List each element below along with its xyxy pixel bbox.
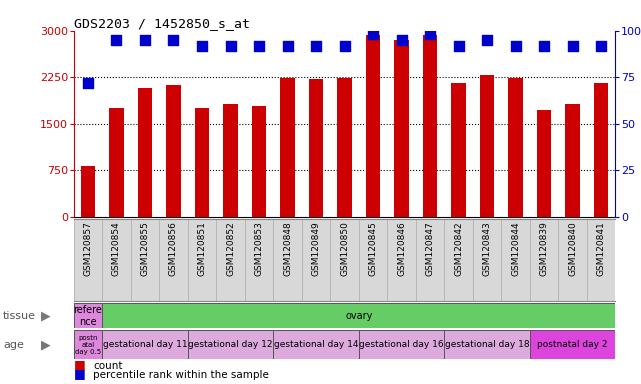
Bar: [110, 108, 124, 217]
Text: GDS2203 / 1452850_s_at: GDS2203 / 1452850_s_at: [74, 17, 250, 30]
Text: postnatal day 2: postnatal day 2: [537, 340, 608, 349]
Text: GSM120850: GSM120850: [340, 221, 349, 276]
Text: age: age: [3, 339, 24, 350]
Text: percentile rank within the sample: percentile rank within the sample: [93, 370, 269, 380]
Bar: [565, 104, 579, 217]
FancyBboxPatch shape: [359, 330, 444, 359]
FancyBboxPatch shape: [188, 330, 273, 359]
Bar: [480, 75, 494, 217]
Bar: [537, 110, 551, 217]
Text: gestational day 16: gestational day 16: [359, 340, 444, 349]
Point: [112, 37, 122, 43]
Text: GSM120845: GSM120845: [369, 221, 378, 276]
Point: [425, 31, 435, 38]
FancyBboxPatch shape: [102, 303, 615, 328]
Text: GSM120848: GSM120848: [283, 221, 292, 276]
Point: [226, 43, 236, 49]
Text: GSM120842: GSM120842: [454, 221, 463, 276]
Bar: [280, 78, 295, 217]
Text: GSM120844: GSM120844: [511, 221, 520, 276]
Bar: [394, 40, 409, 217]
Text: ovary: ovary: [345, 311, 372, 321]
Bar: [508, 78, 522, 217]
Bar: [337, 78, 352, 217]
Bar: [81, 166, 95, 217]
Bar: [195, 108, 209, 217]
Bar: [252, 106, 266, 217]
Text: gestational day 11: gestational day 11: [103, 340, 187, 349]
FancyBboxPatch shape: [444, 330, 530, 359]
Text: gestational day 12: gestational day 12: [188, 340, 273, 349]
Text: gestational day 14: gestational day 14: [274, 340, 358, 349]
Bar: [138, 88, 152, 217]
Bar: [451, 83, 466, 217]
Point: [453, 43, 463, 49]
Text: postn
atal
day 0.5: postn atal day 0.5: [75, 334, 101, 355]
Text: count: count: [93, 361, 122, 371]
Text: ▶: ▶: [41, 338, 51, 351]
Point: [283, 43, 293, 49]
Text: GSM120841: GSM120841: [597, 221, 606, 276]
Text: tissue: tissue: [3, 311, 36, 321]
Point: [254, 43, 264, 49]
FancyBboxPatch shape: [530, 330, 615, 359]
Text: GSM120847: GSM120847: [426, 221, 435, 276]
Text: ■: ■: [74, 367, 85, 380]
Text: GSM120856: GSM120856: [169, 221, 178, 276]
Text: ■: ■: [74, 358, 85, 371]
Text: GSM120843: GSM120843: [483, 221, 492, 276]
Bar: [423, 35, 437, 217]
FancyBboxPatch shape: [273, 330, 359, 359]
Text: GSM120852: GSM120852: [226, 221, 235, 276]
FancyBboxPatch shape: [102, 330, 188, 359]
Point: [510, 43, 520, 49]
Text: GSM120857: GSM120857: [83, 221, 92, 276]
Text: GSM120846: GSM120846: [397, 221, 406, 276]
Text: GSM120849: GSM120849: [312, 221, 320, 276]
Point: [482, 37, 492, 43]
FancyBboxPatch shape: [74, 303, 102, 328]
Bar: [223, 104, 238, 217]
Text: GSM120840: GSM120840: [568, 221, 577, 276]
Bar: [167, 85, 181, 217]
Text: refere
nce: refere nce: [74, 305, 103, 327]
Bar: [366, 35, 380, 217]
Point: [197, 43, 207, 49]
Point: [539, 43, 549, 49]
Text: GSM120854: GSM120854: [112, 221, 121, 276]
Bar: [309, 78, 323, 217]
Point: [368, 31, 378, 38]
Point: [83, 80, 93, 86]
Point: [596, 43, 606, 49]
FancyBboxPatch shape: [74, 330, 102, 359]
Text: GSM120851: GSM120851: [197, 221, 206, 276]
Point: [169, 37, 179, 43]
Point: [567, 43, 578, 49]
Text: gestational day 18: gestational day 18: [445, 340, 529, 349]
Text: GSM120853: GSM120853: [254, 221, 263, 276]
Text: GSM120855: GSM120855: [140, 221, 149, 276]
Bar: [594, 83, 608, 217]
Point: [140, 37, 150, 43]
Point: [311, 43, 321, 49]
Point: [396, 37, 406, 43]
Text: GSM120839: GSM120839: [540, 221, 549, 276]
Point: [340, 43, 350, 49]
Text: ▶: ▶: [41, 310, 51, 322]
